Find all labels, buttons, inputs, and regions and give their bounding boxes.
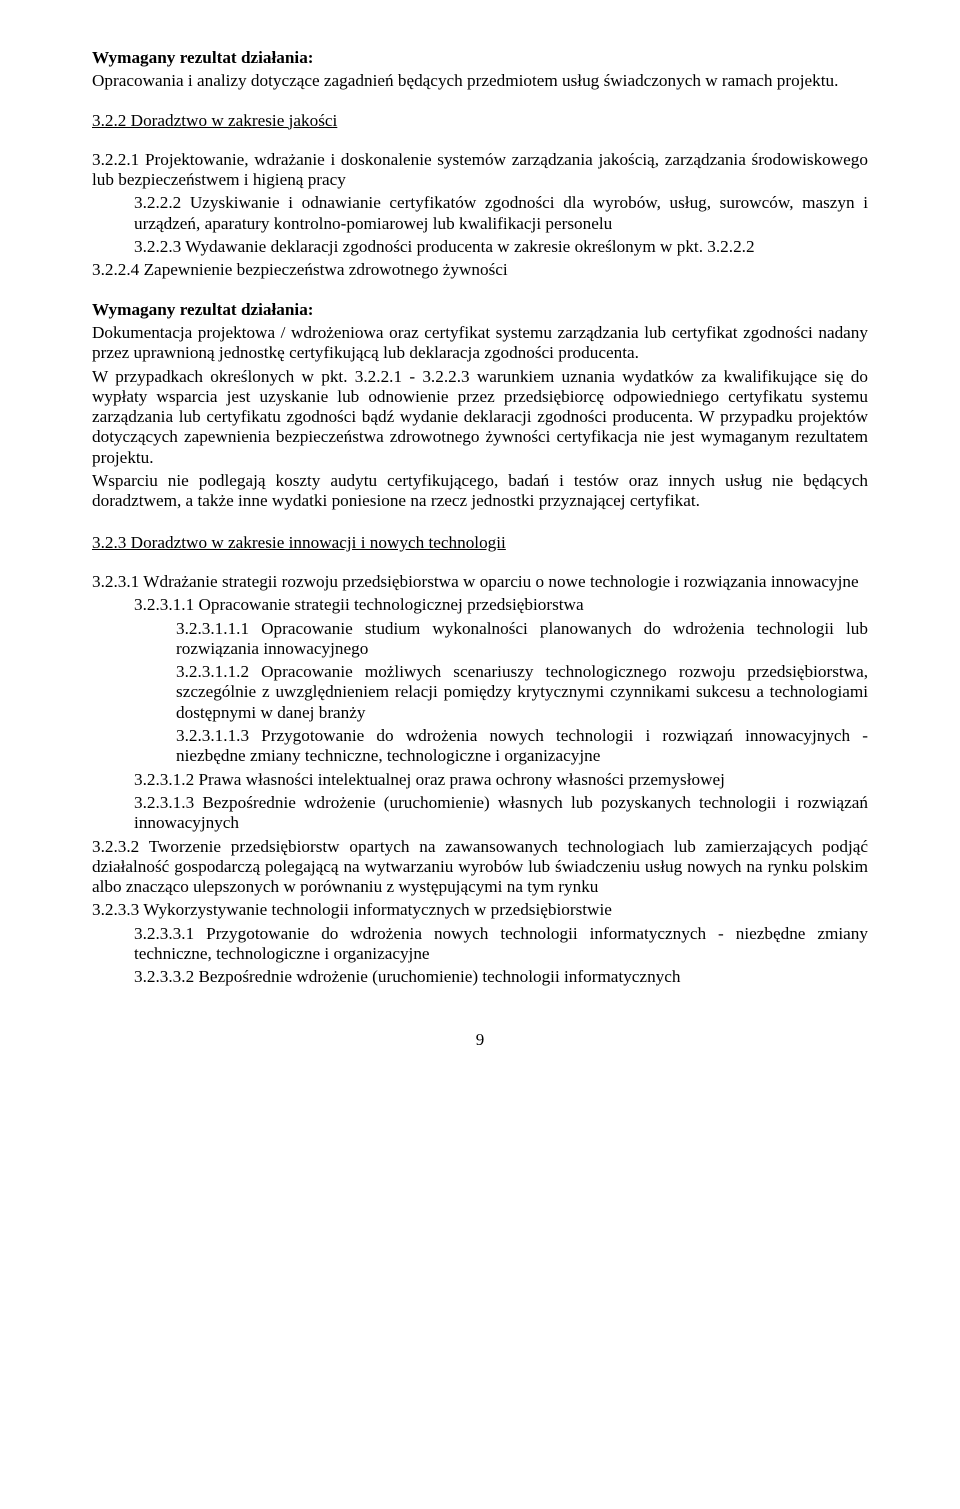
- item-3-2-3-3: 3.2.3.3 Wykorzystywanie technologii info…: [92, 900, 868, 920]
- item-3-2-3-1-3: 3.2.3.1.3 Bezpośrednie wdrożenie (urucho…: [92, 793, 868, 834]
- item-3-2-2-3: 3.2.2.3 Wydawanie deklaracji zgodności p…: [92, 237, 868, 257]
- section-3-2-3-title: 3.2.3 Doradztwo w zakresie innowacji i n…: [92, 533, 868, 553]
- item-3-2-3-1-1-3: 3.2.3.1.1.3 Przygotowanie do wdrożenia n…: [92, 726, 868, 767]
- result-text-b2: W przypadkach określonych w pkt. 3.2.2.1…: [92, 367, 868, 468]
- item-3-2-3-1: 3.2.3.1 Wdrażanie strategii rozwoju prze…: [92, 572, 868, 592]
- document-page: Wymagany rezultat działania: Opracowania…: [0, 0, 960, 1090]
- item-3-2-3-1-1-1: 3.2.3.1.1.1 Opracowanie studium wykonaln…: [92, 619, 868, 660]
- item-3-2-2-1: 3.2.2.1 Projektowanie, wdrażanie i dosko…: [92, 150, 868, 191]
- result-text-b1: Dokumentacja projektowa / wdrożeniowa or…: [92, 323, 868, 364]
- page-number: 9: [92, 1030, 868, 1050]
- result-heading-a: Wymagany rezultat działania:: [92, 48, 868, 68]
- item-3-2-3-3-2: 3.2.3.3.2 Bezpośrednie wdrożenie (urucho…: [92, 967, 868, 987]
- result-text-a: Opracowania i analizy dotyczące zagadnie…: [92, 71, 868, 91]
- result-heading-b: Wymagany rezultat działania:: [92, 300, 868, 320]
- item-3-2-3-1-2: 3.2.3.1.2 Prawa własności intelektualnej…: [92, 770, 868, 790]
- item-3-2-3-3-1: 3.2.3.3.1 Przygotowanie do wdrożenia now…: [92, 924, 868, 965]
- section-3-2-2-title: 3.2.2 Doradztwo w zakresie jakości: [92, 111, 868, 131]
- result-text-b3: Wsparciu nie podlegają koszty audytu cer…: [92, 471, 868, 512]
- item-3-2-3-1-1: 3.2.3.1.1 Opracowanie strategii technolo…: [92, 595, 868, 615]
- item-3-2-2-4: 3.2.2.4 Zapewnienie bezpieczeństwa zdrow…: [92, 260, 868, 280]
- item-3-2-2-2: 3.2.2.2 Uzyskiwanie i odnawianie certyfi…: [92, 193, 868, 234]
- item-3-2-3-1-1-2: 3.2.3.1.1.2 Opracowanie możliwych scenar…: [92, 662, 868, 723]
- item-3-2-3-2: 3.2.3.2 Tworzenie przedsiębiorstw oparty…: [92, 837, 868, 898]
